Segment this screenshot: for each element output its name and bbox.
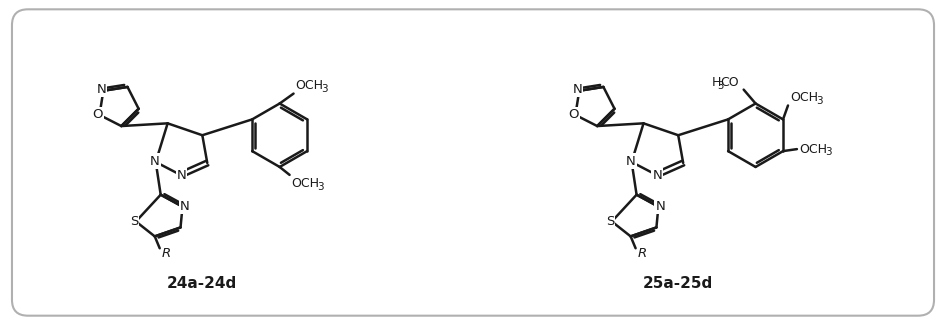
Text: N: N <box>180 200 189 213</box>
Text: OCH: OCH <box>790 91 818 104</box>
Text: N: N <box>656 200 665 213</box>
Text: 24a-24d: 24a-24d <box>167 277 237 292</box>
Text: 25a-25d: 25a-25d <box>643 277 713 292</box>
Text: 3: 3 <box>717 81 723 91</box>
Text: CO: CO <box>720 76 739 89</box>
FancyBboxPatch shape <box>12 9 934 316</box>
Text: N: N <box>177 169 186 182</box>
Text: N: N <box>653 169 662 182</box>
Text: H: H <box>712 76 721 89</box>
Text: 3: 3 <box>317 182 324 192</box>
Text: 3: 3 <box>815 96 822 106</box>
Text: O: O <box>569 109 579 122</box>
Text: 3: 3 <box>322 84 328 94</box>
Text: OCH: OCH <box>291 177 320 190</box>
Text: OCH: OCH <box>799 143 827 156</box>
Text: R: R <box>638 247 647 260</box>
Text: 3: 3 <box>825 147 832 157</box>
Text: N: N <box>572 83 582 96</box>
Text: O: O <box>93 109 103 122</box>
Text: N: N <box>96 83 106 96</box>
Text: R: R <box>162 247 171 260</box>
Text: N: N <box>625 154 636 167</box>
Text: S: S <box>130 215 138 228</box>
Text: OCH: OCH <box>295 79 324 92</box>
Text: S: S <box>605 215 614 228</box>
Text: N: N <box>149 154 160 167</box>
